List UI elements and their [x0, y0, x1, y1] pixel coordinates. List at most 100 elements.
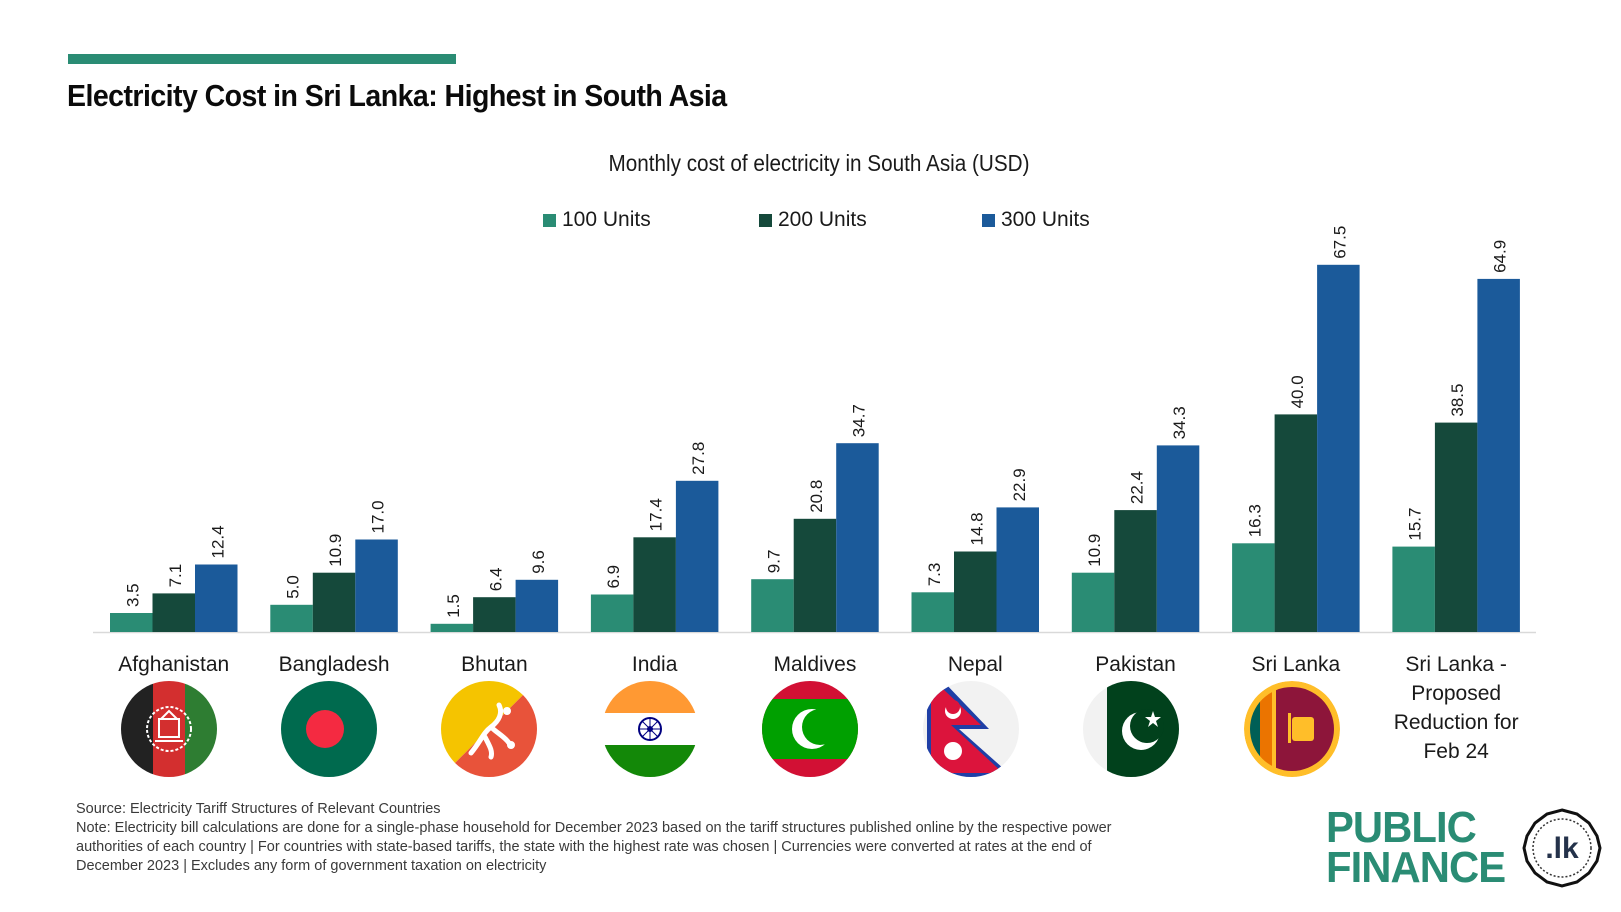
category-label-line: Nepal — [947, 653, 1003, 676]
logo-line1: PUBLIC — [1326, 803, 1477, 852]
data-label: 10.9 — [1085, 534, 1104, 567]
data-label: 15.7 — [1406, 508, 1425, 541]
page-title: Electricity Cost in Sri Lanka: Highest i… — [67, 78, 727, 113]
data-label: 3.5 — [123, 583, 142, 607]
data-label: 22.9 — [1010, 468, 1029, 501]
footnote: Source: Electricity Tariff Structures of… — [76, 800, 1206, 876]
bar-300-units — [1156, 445, 1200, 632]
bar-300-units — [515, 579, 559, 632]
category-label-line: Reduction for — [1393, 711, 1519, 734]
category-label-line: Afghanistan — [118, 653, 230, 676]
legend-label: 200 Units — [778, 208, 867, 231]
category-label: Afghanistan — [99, 650, 249, 679]
category-label-line: Sri Lanka - — [1405, 653, 1507, 676]
bar-100-units — [430, 623, 474, 632]
logo-line2: FINANCE — [1326, 843, 1506, 892]
legend-swatch-200-units — [759, 213, 772, 227]
bar-100-units — [590, 594, 634, 632]
data-label: 9.7 — [765, 550, 784, 574]
data-label: 38.5 — [1448, 384, 1467, 417]
category-label: India — [580, 650, 730, 679]
legend-item-300-units: 300 Units — [982, 208, 1090, 232]
data-label: 17.4 — [647, 498, 666, 531]
category-label-line: Pakistan — [1095, 653, 1176, 676]
data-label: 40.0 — [1288, 375, 1307, 408]
flag-bhutan-icon — [441, 681, 537, 777]
bar-200-units — [312, 572, 356, 632]
category-label-line: Sri Lanka — [1251, 653, 1341, 676]
logo-seal-text: .lk — [1545, 832, 1579, 865]
legend-item-100-units: 100 Units — [543, 208, 651, 232]
bar-300-units — [355, 539, 398, 632]
data-label: 27.8 — [689, 442, 708, 475]
bar-200-units — [954, 551, 997, 632]
legend-label: 300 Units — [1001, 208, 1090, 231]
data-label: 34.7 — [850, 404, 869, 437]
bar-100-units — [1232, 543, 1275, 632]
bar-300-units — [996, 507, 1039, 632]
data-label: 5.0 — [284, 575, 303, 599]
data-label: 9.6 — [529, 550, 548, 574]
bar-200-units — [1274, 414, 1318, 632]
category-label: Maldives — [740, 650, 890, 679]
category-label-line: Maldives — [773, 653, 857, 676]
data-label: 64.9 — [1491, 240, 1510, 273]
data-label: 20.8 — [807, 480, 826, 513]
data-label: 12.4 — [208, 525, 227, 558]
flag-afghanistan-icon — [121, 681, 217, 777]
legend-label: 100 Units — [562, 208, 651, 231]
category-label: Bhutan — [419, 650, 569, 679]
category-label-line: Feb 24 — [1423, 740, 1489, 763]
flag-nepal-icon — [923, 681, 1019, 777]
data-label: 14.8 — [967, 512, 986, 545]
data-label: 17.0 — [369, 500, 388, 533]
bar-300-units — [836, 443, 879, 632]
publicfinance-logo[interactable]: PUBLIC FINANCE — [1326, 803, 1506, 892]
bar-100-units — [751, 579, 794, 632]
data-label: 7.1 — [166, 564, 185, 588]
chart-legend: 100 Units 200 Units 300 Units — [0, 208, 1621, 234]
legend-item-200-units: 200 Units — [759, 208, 867, 232]
data-label: 22.4 — [1128, 471, 1147, 504]
bar-100-units — [911, 592, 954, 632]
category-label: Pakistan — [1061, 650, 1211, 679]
category-label-line: Bhutan — [461, 653, 528, 676]
data-label: 34.3 — [1170, 406, 1189, 439]
category-label: Sri Lanka - Proposed Reduction for Feb 24 — [1381, 650, 1531, 766]
data-label: 6.9 — [604, 565, 623, 589]
bar-200-units — [1114, 510, 1157, 632]
flag-bangladesh-icon — [281, 681, 377, 777]
note-text-line1: Note: Electricity bill calculations are … — [76, 820, 1112, 836]
data-label: 67.5 — [1330, 226, 1349, 259]
flag-pakistan-icon — [1083, 681, 1179, 777]
data-label: 10.9 — [326, 534, 345, 567]
note-text-line3: December 2023 | Excludes any form of gov… — [76, 858, 547, 874]
flag-maldives-icon — [762, 681, 858, 777]
flag-sri-lanka-icon — [1244, 681, 1340, 777]
category-label-line: India — [631, 653, 678, 676]
bar-200-units — [793, 518, 837, 632]
data-label: 16.3 — [1245, 504, 1264, 537]
category-label: Nepal — [900, 650, 1050, 679]
bar-100-units — [1392, 546, 1435, 632]
bar-300-units — [675, 480, 719, 632]
data-label: 6.4 — [486, 568, 505, 592]
chart-title: Monthly cost of electricity in South Asi… — [608, 150, 1030, 176]
note-text-line2: authorities of each country | For countr… — [76, 839, 1092, 855]
source-text: Source: Electricity Tariff Structures of… — [76, 801, 441, 817]
category-label: Sri Lanka — [1221, 650, 1371, 679]
bar-200-units — [152, 593, 195, 632]
data-label: 7.3 — [925, 563, 944, 587]
legend-swatch-100-units — [543, 213, 556, 227]
title-accent-bar — [68, 54, 456, 64]
bar-200-units — [633, 537, 676, 632]
bar-100-units — [270, 604, 313, 632]
legend-swatch-300-units — [982, 213, 995, 227]
data-label: 1.5 — [444, 594, 463, 618]
bar-300-units — [1317, 264, 1360, 632]
logo-seal-icon: .lk — [1522, 808, 1602, 888]
bar-100-units — [110, 613, 153, 632]
bar-200-units — [473, 597, 516, 632]
bar-200-units — [1434, 422, 1478, 632]
